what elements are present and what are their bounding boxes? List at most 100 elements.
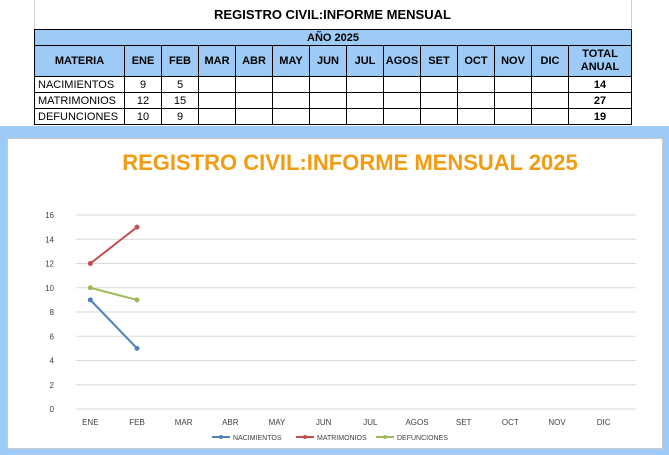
chart-area[interactable]: REGISTRO CIVIL:INFORME MENSUAL 2025 0 2 4 6… <box>7 138 663 449</box>
value-cell[interactable] <box>457 108 495 125</box>
value-cell[interactable] <box>198 92 236 109</box>
data-point[interactable] <box>87 285 93 291</box>
legend-item-matrimonios[interactable]: MATRIMONIOS <box>296 435 367 442</box>
header-month-feb[interactable]: FEB <box>161 45 199 77</box>
legend-label: DEFUNCIONES <box>397 435 448 442</box>
header-total-anual[interactable]: TOTAL ANUAL <box>568 45 632 77</box>
header-total-line1: TOTAL <box>582 48 618 60</box>
y-tick-label: 14 <box>45 235 54 244</box>
value-cell[interactable] <box>494 92 532 109</box>
gridlines <box>76 214 636 410</box>
y-tick-label: 0 <box>50 405 55 414</box>
y-tick-label: 8 <box>50 308 55 317</box>
header-month-may[interactable]: MAY <box>272 45 310 77</box>
year-header[interactable]: AÑO 2025 <box>34 29 632 46</box>
legend-item-nacimientos[interactable]: NACIMIENTOS <box>212 435 282 442</box>
value-cell[interactable]: 10 <box>124 108 162 125</box>
value-cell[interactable] <box>420 92 458 109</box>
value-cell[interactable] <box>346 76 384 93</box>
header-month-nov[interactable]: NOV <box>494 45 532 77</box>
y-axis-ticks: 0 2 4 6 8 10 12 14 16 <box>45 211 54 414</box>
row-name-cell[interactable]: DEFUNCIONES <box>34 108 125 125</box>
value-cell[interactable] <box>383 108 421 125</box>
value-cell[interactable] <box>198 76 236 93</box>
series-defunciones[interactable] <box>87 285 140 303</box>
table-row: MATRIMONIOS 12 15 27 <box>34 92 632 109</box>
x-tick-label: OCT <box>502 418 519 427</box>
value-cell[interactable] <box>309 76 347 93</box>
value-cell[interactable] <box>309 92 347 109</box>
header-month-dic[interactable]: DIC <box>531 45 569 77</box>
table-row: DEFUNCIONES 10 9 19 <box>34 108 632 125</box>
value-cell[interactable] <box>531 76 569 93</box>
legend-label: MATRIMONIOS <box>317 435 367 442</box>
header-month-mar[interactable]: MAR <box>198 45 236 77</box>
value-cell[interactable]: 5 <box>161 76 199 93</box>
series-nacimientos[interactable] <box>87 297 140 351</box>
value-cell[interactable]: 15 <box>161 92 199 109</box>
header-month-abr[interactable]: ABR <box>235 45 273 77</box>
header-month-set[interactable]: SET <box>420 45 458 77</box>
value-cell[interactable] <box>198 108 236 125</box>
series-line[interactable] <box>89 299 138 350</box>
row-name-cell[interactable]: NACIMIENTOS <box>34 76 125 93</box>
series-matrimonios[interactable] <box>87 224 140 266</box>
value-cell[interactable] <box>309 108 347 125</box>
value-cell[interactable] <box>346 92 384 109</box>
row-name-cell[interactable]: MATRIMONIOS <box>34 92 125 109</box>
value-cell[interactable] <box>457 92 495 109</box>
series-layer <box>87 224 140 351</box>
data-point[interactable] <box>134 224 140 230</box>
x-tick-label: JUN <box>316 418 332 427</box>
value-cell[interactable] <box>235 76 273 93</box>
value-cell[interactable] <box>531 108 569 125</box>
data-point[interactable] <box>87 261 93 266</box>
chart-frame: REGISTRO CIVIL:INFORME MENSUAL 2025 0 2 4 6… <box>0 126 669 455</box>
header-month-oct[interactable]: OCT <box>457 45 495 77</box>
value-cell[interactable] <box>457 76 495 93</box>
y-tick-label: 16 <box>45 211 54 220</box>
data-point[interactable] <box>134 345 140 351</box>
sheet-gridline <box>34 0 35 30</box>
value-cell[interactable] <box>272 92 310 109</box>
value-cell[interactable] <box>346 108 384 125</box>
value-cell[interactable] <box>272 108 310 125</box>
legend-label: NACIMIENTOS <box>233 435 282 442</box>
header-month-ene[interactable]: ENE <box>124 45 162 77</box>
total-cell[interactable]: 14 <box>568 76 632 93</box>
value-cell[interactable] <box>235 108 273 125</box>
x-axis-ticks: ENE FEB MAR ABR MAY JUN JUL AGOS SET OCT NOV DIC <box>82 418 611 427</box>
value-cell[interactable]: 9 <box>161 108 199 125</box>
value-cell[interactable] <box>235 92 273 109</box>
x-tick-label: FEB <box>129 418 145 427</box>
value-cell[interactable]: 9 <box>124 76 162 93</box>
data-point[interactable] <box>87 297 93 303</box>
value-cell[interactable] <box>383 76 421 93</box>
value-cell[interactable]: 12 <box>124 92 162 109</box>
x-tick-label: JUL <box>363 418 378 427</box>
y-tick-label: 12 <box>45 260 54 269</box>
column-header-row: MATERIA ENE FEB MAR ABR MAY JUN JUL AGOS SET OCT N… <box>34 45 632 77</box>
legend-item-defunciones[interactable]: DEFUNCIONES <box>376 435 448 442</box>
value-cell[interactable] <box>494 76 532 93</box>
value-cell[interactable] <box>494 108 532 125</box>
total-cell[interactable]: 19 <box>568 108 632 125</box>
value-cell[interactable] <box>531 92 569 109</box>
header-materia[interactable]: MATERIA <box>34 45 125 77</box>
value-cell[interactable] <box>272 76 310 93</box>
report-table: AÑO 2025 MATERIA ENE FEB MAR ABR MAY JUN JUL AG… <box>34 29 632 125</box>
legend[interactable]: NACIMIENTOS MATRIMONIOS DEFUNCIONES <box>212 435 448 442</box>
header-month-jul[interactable]: JUL <box>346 45 384 77</box>
data-point[interactable] <box>134 297 140 303</box>
total-cell[interactable]: 27 <box>568 92 632 109</box>
value-cell[interactable] <box>383 92 421 109</box>
header-month-agos[interactable]: AGOS <box>383 45 421 77</box>
legend-marker <box>303 435 307 439</box>
header-month-jun[interactable]: JUN <box>309 45 347 77</box>
value-cell[interactable] <box>420 108 458 125</box>
series-line[interactable] <box>90 286 138 301</box>
series-line[interactable] <box>89 226 138 265</box>
value-cell[interactable] <box>420 76 458 93</box>
x-tick-label: DIC <box>597 418 611 427</box>
x-tick-label: ABR <box>222 418 239 427</box>
